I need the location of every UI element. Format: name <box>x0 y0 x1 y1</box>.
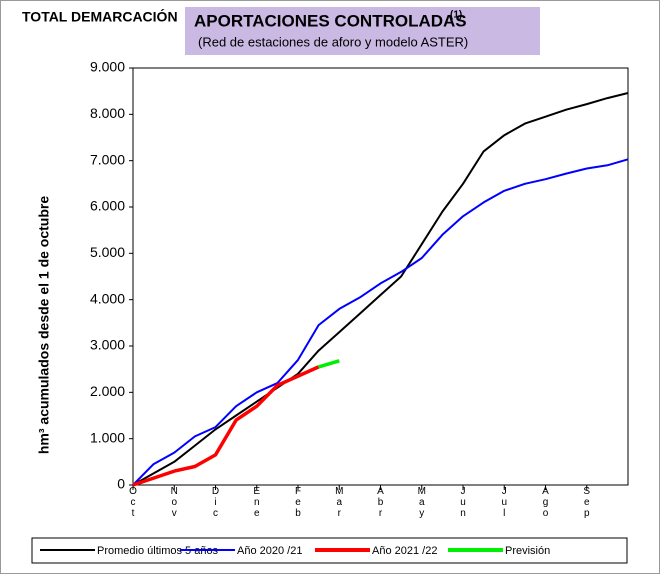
series-line <box>132 92 629 486</box>
legend-label: Promedio últimos 5 años <box>97 545 219 557</box>
y-tick-label: 5.000 <box>90 244 125 260</box>
y-tick-label: 2.000 <box>90 383 125 399</box>
y-tick-label: 7.000 <box>90 151 125 167</box>
legend-label: Previsión <box>505 545 550 557</box>
y-tick-label: 1.000 <box>90 429 125 445</box>
chart-title: APORTACIONES CONTROLADAS <box>194 11 467 30</box>
region-label: TOTAL DEMARCACIÓN <box>22 8 178 25</box>
legend-label: Año 2020 /21 <box>237 545 302 557</box>
series-line <box>132 158 629 486</box>
y-tick-label: 6.000 <box>90 198 125 214</box>
y-tick-label: 0 <box>117 476 125 492</box>
legend-label: Año 2021 /22 <box>372 545 437 557</box>
series-line <box>318 359 340 369</box>
title-box <box>185 7 540 55</box>
y-tick-label: 8.000 <box>90 105 125 121</box>
y-axis-label: hm³ acumulados desde el 1 de octubre <box>36 196 52 455</box>
y-tick-label: 9.000 <box>90 59 125 75</box>
subtitle: (Red de estaciones de aforo y modelo AST… <box>198 34 468 49</box>
y-tick-label: 4.000 <box>90 290 125 306</box>
title-note: (1) <box>450 10 462 21</box>
series-line <box>132 365 320 487</box>
y-tick-label: 3.000 <box>90 337 125 353</box>
